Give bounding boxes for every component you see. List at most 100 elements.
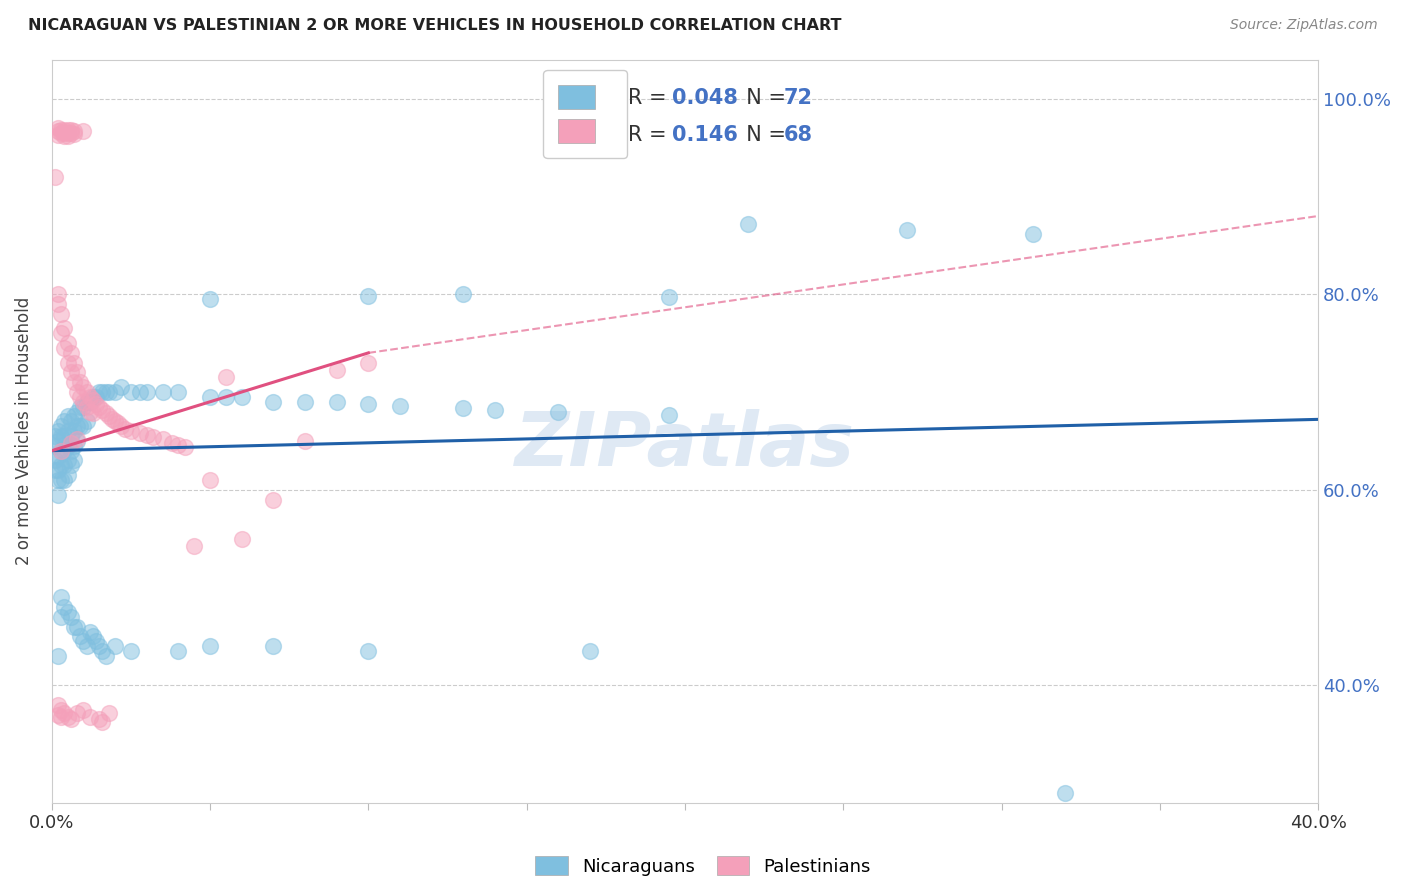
Point xyxy=(46,488,69,502)
Text: 68: 68 xyxy=(783,126,813,145)
Point xyxy=(79,404,101,418)
Text: 0.146: 0.146 xyxy=(672,126,738,145)
Point xyxy=(94,384,117,399)
Point xyxy=(262,492,284,507)
Point xyxy=(46,473,69,487)
Point xyxy=(325,363,347,377)
Point xyxy=(120,384,142,399)
Point xyxy=(46,707,69,722)
Point xyxy=(51,703,73,717)
Point xyxy=(94,648,117,663)
Point xyxy=(66,366,89,380)
Point xyxy=(51,429,73,443)
Point xyxy=(63,375,86,389)
Point xyxy=(69,390,91,404)
Point xyxy=(63,124,86,138)
Point xyxy=(56,128,79,143)
Point xyxy=(66,419,89,434)
Point xyxy=(89,639,111,653)
Point xyxy=(325,394,347,409)
Point xyxy=(56,126,79,140)
Text: NICARAGUAN VS PALESTINIAN 2 OR MORE VEHICLES IN HOUSEHOLD CORRELATION CHART: NICARAGUAN VS PALESTINIAN 2 OR MORE VEHI… xyxy=(28,18,842,33)
Point xyxy=(167,438,190,452)
Point xyxy=(94,407,117,421)
Point xyxy=(1053,786,1076,800)
Point xyxy=(66,619,89,633)
Point xyxy=(53,414,76,428)
Point xyxy=(453,287,475,301)
Point xyxy=(56,424,79,438)
Point xyxy=(89,384,111,399)
Point xyxy=(69,375,91,389)
Text: N =: N = xyxy=(733,126,793,145)
Point xyxy=(167,384,190,399)
Point xyxy=(63,127,86,141)
Point xyxy=(59,346,82,360)
Point xyxy=(59,366,82,380)
Point xyxy=(72,124,94,138)
Point xyxy=(53,341,76,355)
Point xyxy=(46,463,69,477)
Point xyxy=(46,124,69,138)
Point xyxy=(104,414,127,428)
Point xyxy=(56,709,79,723)
Point xyxy=(120,424,142,438)
Point xyxy=(51,419,73,434)
Point xyxy=(76,394,98,409)
Point xyxy=(53,126,76,140)
Point xyxy=(72,419,94,434)
Point xyxy=(658,409,681,423)
Point xyxy=(231,532,253,546)
Point xyxy=(76,639,98,653)
Point xyxy=(56,336,79,351)
Point xyxy=(44,439,66,453)
Point xyxy=(51,610,73,624)
Point xyxy=(183,540,205,554)
Point xyxy=(53,600,76,615)
Point xyxy=(84,634,107,648)
Point xyxy=(69,400,91,414)
Point xyxy=(69,629,91,643)
Point xyxy=(53,128,76,143)
Point xyxy=(44,169,66,184)
Point xyxy=(76,400,98,414)
Legend: , : , xyxy=(543,70,627,158)
Point xyxy=(72,400,94,414)
Point xyxy=(44,463,66,477)
Point xyxy=(198,639,221,653)
Point xyxy=(63,619,86,633)
Text: R =: R = xyxy=(628,88,673,108)
Point xyxy=(51,307,73,321)
Point xyxy=(79,390,101,404)
Point xyxy=(294,394,316,409)
Point xyxy=(44,453,66,467)
Point xyxy=(896,223,918,237)
Point xyxy=(152,384,174,399)
Point xyxy=(56,409,79,424)
Point xyxy=(97,384,120,399)
Point xyxy=(91,384,114,399)
Point xyxy=(262,394,284,409)
Point xyxy=(547,404,569,418)
Point xyxy=(44,429,66,443)
Point xyxy=(658,290,681,304)
Text: 0.048: 0.048 xyxy=(672,88,738,108)
Point xyxy=(198,292,221,306)
Point xyxy=(56,356,79,370)
Point xyxy=(66,404,89,418)
Point xyxy=(97,409,120,424)
Text: Source: ZipAtlas.com: Source: ZipAtlas.com xyxy=(1230,18,1378,32)
Point xyxy=(53,123,76,137)
Point xyxy=(167,644,190,658)
Point xyxy=(104,639,127,653)
Point xyxy=(82,390,104,404)
Point xyxy=(294,434,316,448)
Point xyxy=(72,394,94,409)
Point xyxy=(198,473,221,487)
Point xyxy=(63,409,86,424)
Point xyxy=(160,435,183,450)
Point xyxy=(53,706,76,720)
Point xyxy=(142,430,165,444)
Point xyxy=(46,424,69,438)
Point xyxy=(231,390,253,404)
